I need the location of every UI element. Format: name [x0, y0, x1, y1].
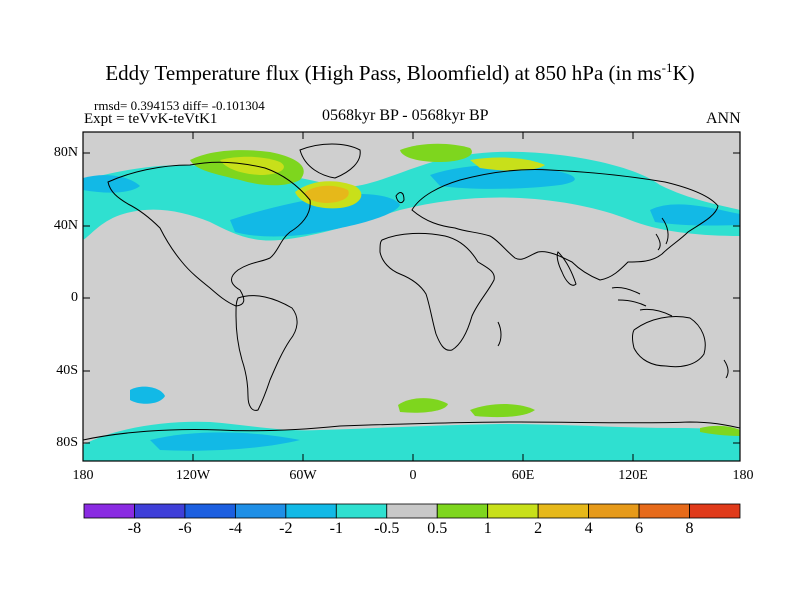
flux-region-canada-yellow [220, 156, 284, 175]
lat-label: 80S [56, 435, 78, 450]
lon-label: 60W [289, 468, 317, 483]
experiment-label: Expt = teVvK-teVtK1 [84, 111, 218, 127]
lon-label: 0 [409, 468, 417, 483]
colorbar-swatch [436, 503, 489, 519]
colorbar-label: 6 [635, 520, 644, 537]
colorbar-swatch [83, 503, 135, 519]
flux-region-south-green-2 [470, 404, 535, 418]
lon-label: 60E [511, 468, 535, 483]
flux-region-north-blue [230, 194, 400, 237]
colorbar-swatch [335, 503, 388, 519]
colorbar-label: -2 [279, 520, 293, 537]
colorbar-label: 4 [584, 520, 593, 537]
colorbar-swatch [285, 503, 337, 519]
colorbar-swatch [386, 503, 438, 519]
colorbar-label: -1 [329, 520, 343, 537]
flux-region-south-green-1 [398, 398, 448, 413]
colorbar-label: -6 [178, 520, 192, 537]
map-title: Eddy Temperature flux (High Pass, Bloomf… [105, 60, 695, 85]
colorbar-swatch [184, 503, 236, 519]
coastlines [83, 143, 740, 441]
lon-label: 120W [175, 468, 211, 483]
map-frame [82, 131, 741, 462]
lon-label: 120E [618, 468, 648, 483]
colorbar [83, 503, 741, 519]
colorbar-swatch [689, 503, 741, 519]
flux-region-antarctic-green [700, 425, 740, 436]
flux-region-south-blue [130, 386, 165, 404]
colorbar-label: 2 [534, 520, 543, 537]
lat-label: 40N [53, 218, 78, 233]
colorbar-swatch [638, 503, 690, 519]
lon-ticks [192, 132, 634, 461]
colorbar-label: 8 [685, 520, 694, 537]
flux-region-atlantic-core [305, 185, 349, 203]
flux-region-antarctic-cyan [83, 421, 740, 461]
colorbar-label: -0.5 [374, 520, 400, 537]
season-label: ANN [706, 110, 741, 127]
flux-region-siberia [470, 157, 545, 171]
colorbar-swatch [487, 503, 539, 519]
flux-region-eurasia-blue [430, 164, 575, 189]
lat-label: 80N [53, 145, 78, 160]
lon-label: 180 [72, 468, 94, 483]
lat-ticks [83, 152, 740, 444]
flux-region-pacific-blue [650, 204, 740, 226]
colorbar-swatch [588, 503, 640, 519]
lat-label: 40S [56, 363, 78, 378]
lat-label: 0 [71, 290, 78, 305]
colorbar-label: -8 [127, 520, 142, 537]
colorbar-label: 1 [483, 520, 492, 537]
lon-label: 180 [732, 468, 754, 483]
period-label: 0568kyr BP - 0568kyr BP [322, 107, 489, 124]
colorbar-label: -4 [228, 520, 243, 537]
colorbar-swatch [134, 503, 186, 519]
flux-region-arctic [400, 143, 472, 162]
colorbar-swatch [537, 503, 590, 519]
colorbar-swatch [234, 503, 287, 519]
colorbar-label: 0.5 [427, 520, 448, 537]
flux-region-west-canada [83, 175, 140, 193]
stats-label: rmsd= 0.394153 diff= -0.101304 [94, 98, 265, 113]
flux-region-antarctic-blue [150, 432, 300, 451]
